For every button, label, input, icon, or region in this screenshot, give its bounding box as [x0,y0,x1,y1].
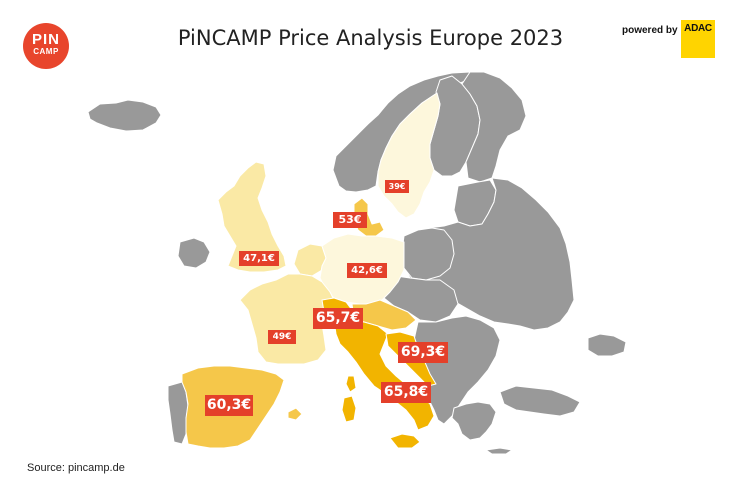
page-title: PiNCAMP Price Analysis Europe 2023 [177,26,564,50]
pincamp-logo: PIN CAMP [23,23,69,69]
corsica-shape [345,375,357,393]
greece-shape [451,401,497,441]
logo-text-top: PIN [31,31,60,48]
price-label-switzerland: 65,7€ [313,308,363,329]
price-label-italy: 65,8€ [381,382,431,403]
price-label-germany: 42,6€ [347,263,387,278]
adac-logo-text: ADAC [684,23,712,34]
price-label-united-kingdom: 47,1€ [239,251,279,266]
sicily-shape [389,433,421,449]
price-label-denmark: 53€ [333,212,367,228]
turkey-shape [499,385,581,417]
logo-text-bottom: CAMP [33,47,59,56]
sardinia-shape [341,395,357,423]
france-shape [239,273,335,365]
price-label-spain: 60,3€ [205,395,253,416]
caucasus-shape [587,333,627,357]
source-note: Source: pincamp.de [27,462,125,474]
price-label-sweden: 39€ [385,180,409,193]
powered-by-label: powered by [622,25,678,36]
united-kingdom-shape [217,161,287,273]
balearic-islands-shape [287,407,303,421]
portugal-shape [167,381,189,445]
price-label-croatia: 69,3€ [398,342,448,363]
crete-shape [485,447,513,455]
adac-logo: ADAC [681,20,715,58]
iceland-shape [87,99,162,132]
ireland-shape [177,237,211,269]
price-label-france: 49€ [268,330,296,344]
